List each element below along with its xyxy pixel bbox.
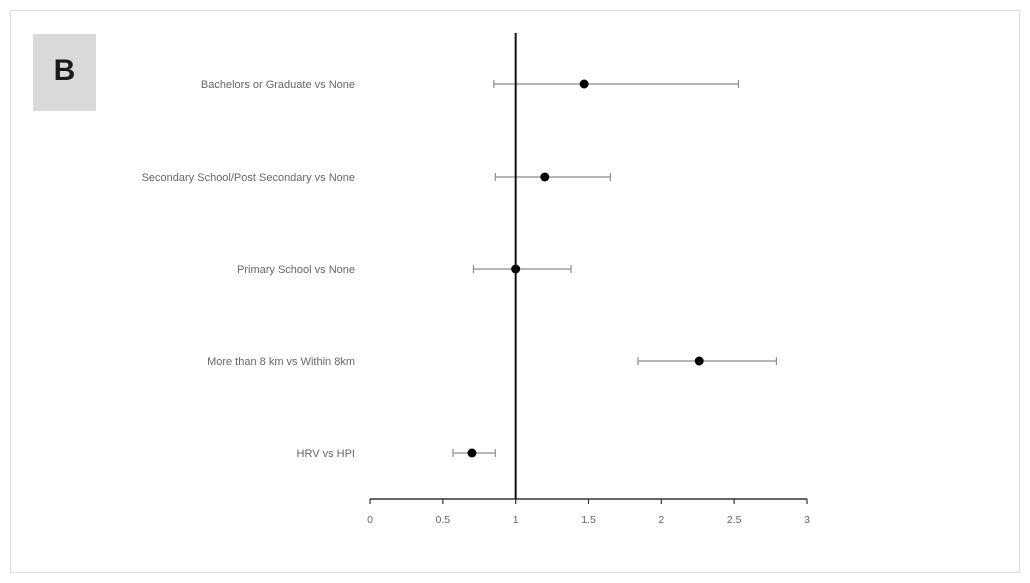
x-tick-label: 3 — [804, 514, 810, 526]
point-estimate — [467, 448, 477, 458]
panel-label: B — [53, 53, 76, 87]
x-tick-label: 1 — [513, 514, 519, 526]
point-estimate — [579, 79, 589, 89]
category-label: HRV vs HPI — [297, 448, 355, 460]
x-axis-ticks: 0 0.5 1 1.5 2 2.5 3 — [367, 499, 810, 526]
x-tick-label: 2 — [658, 514, 664, 526]
x-tick-label: 2.5 — [727, 514, 742, 526]
category-label: Primary School vs None — [237, 264, 355, 276]
category-label: More than 8 km vs Within 8km — [207, 356, 355, 368]
panel-label-badge: B — [33, 34, 96, 111]
point-estimates — [467, 79, 704, 458]
x-tick-label: 1.5 — [581, 514, 596, 526]
point-estimate — [540, 172, 550, 182]
category-label: Bachelors or Graduate vs None — [201, 79, 355, 91]
error-bars — [452, 80, 778, 457]
x-tick-label: 0 — [367, 514, 373, 526]
point-estimate — [694, 356, 704, 366]
category-labels: Bachelors or Graduate vs None Secondary S… — [142, 79, 355, 460]
x-tick-label: 0.5 — [436, 514, 451, 526]
category-label: Secondary School/Post Secondary vs None — [142, 172, 355, 184]
